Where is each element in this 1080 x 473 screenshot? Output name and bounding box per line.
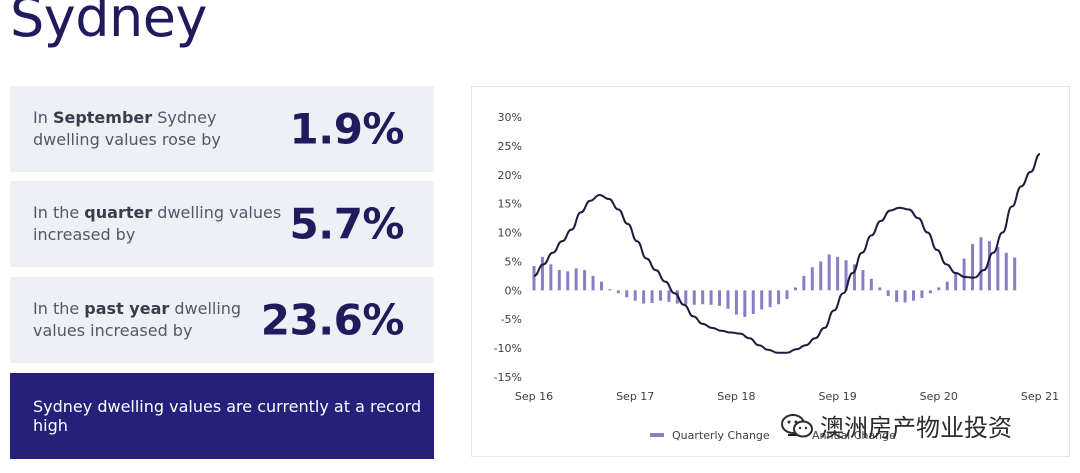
quarterly-change-bar (599, 281, 603, 291)
x-tick-label: Sep 19 (818, 390, 856, 403)
annual-change-line (533, 152, 1041, 354)
quarterly-change-bar (591, 275, 595, 291)
quarterly-change-bar (954, 273, 958, 291)
y-tick-label: -15% (494, 371, 522, 384)
quarterly-change-bar (979, 237, 983, 291)
quarterly-change-bar (650, 290, 654, 304)
quarterly-change-bar (642, 290, 646, 304)
quarterly-change-bar (836, 256, 840, 291)
quarterly-change-bar (1013, 257, 1017, 291)
x-tick-label: Sep 17 (616, 390, 654, 403)
stat-value-past-year: 23.6% (260, 295, 405, 345)
quarterly-change-bar (819, 261, 823, 291)
quarterly-change-bar (625, 290, 629, 298)
quarterly-change-bar (667, 290, 671, 302)
quarterly-change-bar (878, 287, 882, 291)
quarterly-change-bar (583, 270, 587, 291)
stat-text-past-year: In the past year dwelling values increas… (33, 299, 242, 340)
chart-panel: 30% 25% 20% 15% 10% 5% 0% -5% -10% -15% Sep 16 Sep … (471, 86, 1070, 457)
quarterly-change-bar (608, 289, 612, 291)
quarterly-change-bar (971, 244, 975, 291)
stat-card-september: In September Sydney dwelling values rose… (10, 86, 434, 172)
quarterly-change-bar (566, 271, 570, 291)
quarterly-change-bar (802, 275, 806, 291)
quarterly-change-bar (793, 287, 797, 291)
legend-swatch-quarterly (650, 433, 664, 437)
quarterly-change-bar (734, 290, 738, 315)
quarterly-change-bar (718, 290, 722, 306)
stat-value-quarter: 5.7% (289, 199, 405, 249)
y-tick-label: 0% (505, 284, 522, 297)
quarterly-change-bar (616, 290, 620, 294)
y-tick-label: 10% (498, 227, 522, 240)
y-tick-label: 20% (498, 169, 522, 182)
quarterly-change-bar (920, 290, 924, 298)
quarterly-change-bar (659, 290, 662, 301)
x-tick-label: Sep 20 (920, 390, 958, 403)
x-tick-label: Sep 21 (1021, 390, 1059, 403)
quarterly-change-bar (726, 290, 730, 309)
quarterly-change-bar (785, 290, 789, 299)
stat-card-past-year: In the past year dwelling values increas… (10, 277, 434, 363)
stat-text-september: In September Sydney dwelling values rose… (33, 108, 221, 149)
quarterly-change-bar (861, 270, 865, 291)
quarterly-change-bar (844, 260, 848, 291)
quarterly-change-bar (912, 290, 915, 301)
stat-value-september: 1.9% (289, 104, 405, 154)
quarterly-change-bar (996, 247, 1000, 291)
page-title: Sydney (10, 0, 207, 49)
quarterly-change-bar (987, 241, 991, 291)
watermark: 澳洲房产物业投资 (780, 408, 1012, 443)
stat-text-quarter: In the quarter dwelling values increased… (33, 203, 282, 244)
y-tick-label: -5% (501, 313, 522, 326)
record-high-banner: Sydney dwelling values are currently at … (10, 373, 434, 459)
quarterly-change-bar (684, 290, 688, 305)
quarterly-change-bar (532, 266, 536, 291)
quarterly-change-bar (633, 290, 637, 301)
quarterly-change-bar (540, 256, 544, 291)
y-tick-label: 5% (505, 255, 522, 268)
dwelling-values-chart: 30% 25% 20% 15% 10% 5% 0% -5% -10% -15% Sep 16 Sep … (494, 111, 1060, 442)
quarterly-change-bar (962, 258, 966, 291)
quarterly-change-bar (760, 290, 764, 310)
quarterly-change-bar (574, 268, 578, 291)
quarterly-change-bar (557, 270, 561, 291)
legend-label-annual: Annual Change (812, 429, 896, 442)
quarterly-change-bar (869, 278, 873, 291)
quarterly-change-bar (810, 267, 814, 291)
quarterly-change-bar (895, 290, 899, 302)
wechat-icon (781, 413, 813, 437)
quarterly-change-bar (768, 290, 772, 308)
quarterly-change-bar (886, 290, 890, 297)
y-tick-label: 25% (498, 140, 522, 153)
legend-label-quarterly: Quarterly Change (672, 429, 770, 442)
quarterly-change-bar (777, 290, 781, 305)
y-tick-label: 30% (498, 111, 522, 124)
y-tick-label: 15% (498, 198, 522, 211)
quarterly-change-bar (945, 281, 949, 291)
stat-card-quarter: In the quarter dwelling values increased… (10, 181, 434, 267)
quarterly-change-bar (937, 287, 941, 291)
quarterly-change-bar (903, 290, 907, 303)
x-tick-label: Sep 16 (515, 390, 553, 403)
quarterly-change-bar (928, 290, 932, 294)
quarterly-change-bar (743, 290, 747, 317)
quarterly-change-bar (692, 290, 696, 305)
quarterly-change-bar (709, 290, 713, 305)
watermark-text: 澳洲房产物业投资 (820, 414, 1012, 442)
quarterly-change-bar (751, 290, 755, 315)
quarterly-change-bar (852, 264, 856, 291)
quarterly-change-bar (549, 264, 553, 291)
x-tick-label: Sep 18 (717, 390, 755, 403)
y-tick-label: -10% (494, 342, 522, 355)
quarterly-change-bar (827, 254, 831, 291)
quarterly-change-bar (1004, 252, 1008, 291)
quarterly-change-bar (701, 290, 705, 305)
